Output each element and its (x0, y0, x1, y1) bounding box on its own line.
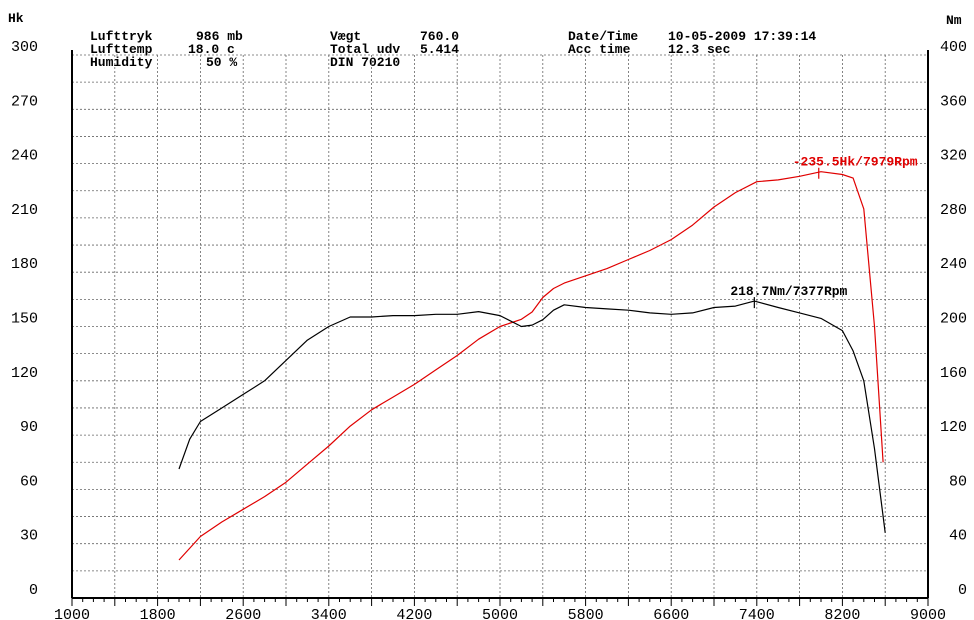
y-tick-label-right: 160 (940, 365, 967, 382)
x-tick-label: 8200 (824, 607, 860, 620)
y-tick-label-right: 40 (949, 528, 967, 545)
y-tick-label-left: 240 (11, 148, 38, 165)
din-label: DIN 70210 (330, 55, 400, 70)
series-lines (178, 171, 886, 561)
x-tick-label: 1800 (140, 607, 176, 620)
x-tick-label: 6600 (653, 607, 689, 620)
y-tick-label-right: 120 (940, 419, 967, 436)
axes (71, 50, 929, 606)
humidity-value: 50 % (206, 55, 237, 70)
header-info: Lufttryk 986 mb Lufttemp 18.0 c Humidity… (90, 29, 816, 70)
peak-label: -235.5Hk/7979Rpm (793, 155, 918, 170)
x-tick-label: 5000 (482, 607, 518, 620)
y-tick-label-left: 30 (20, 528, 38, 545)
peak-annotations: -235.5Hk/7979Rpm 218.7Nm/7377Rpm (730, 155, 918, 309)
acctime-value: 12.3 sec (668, 42, 731, 57)
lufttryk-label: Lufttryk (90, 29, 153, 44)
x-tick-label: 2600 (225, 607, 261, 620)
x-tick-label: 1000 (54, 607, 90, 620)
y-tick-label-left: 60 (20, 473, 38, 490)
y-tick-label-right: 0 (958, 582, 967, 599)
y-tick-label-left: 0 (29, 582, 38, 599)
x-tick-label: 3400 (311, 607, 347, 620)
lufttemp-value: 18.0 c (188, 42, 235, 57)
tick-labels: 1000 1800 2600 3400 4200 5000 5800 6600 7400 8200… (11, 39, 967, 620)
y-tick-label-left: 300 (11, 39, 38, 56)
y-tick-label-right: 360 (940, 93, 967, 110)
x-tick-label: 5800 (568, 607, 604, 620)
y-axis-right-title: Nm (946, 13, 962, 28)
y-tick-label-right: 80 (949, 473, 967, 490)
y-tick-label-left: 180 (11, 256, 38, 273)
y-tick-label-left: 90 (20, 419, 38, 436)
y-axis-left-title: Hk (8, 11, 24, 26)
datetime-label: Date/Time (568, 29, 638, 44)
vaegt-label: Vægt (330, 29, 361, 44)
x-tick-label: 4200 (396, 607, 432, 620)
acctime-label: Acc time (568, 42, 631, 57)
y-tick-label-right: 280 (940, 202, 967, 219)
total-udv-label: Total udv (330, 42, 400, 57)
y-tick-label-right: 320 (940, 148, 967, 165)
humidity-label: Humidity (90, 55, 153, 70)
series-line-nm (178, 300, 886, 533)
y-tick-label-left: 150 (11, 311, 38, 328)
lufttryk-value: 986 mb (196, 29, 243, 44)
peak-label: 218.7Nm/7377Rpm (730, 284, 847, 299)
total-udv-value: 5.414 (420, 42, 459, 57)
series-line-hk (178, 171, 884, 561)
lufttemp-label: Lufttemp (90, 42, 153, 57)
y-tick-label-right: 200 (940, 311, 967, 328)
datetime-value: 10-05-2009 17:39:14 (668, 29, 816, 44)
y-tick-label-right: 240 (940, 256, 967, 273)
y-tick-label-left: 210 (11, 202, 38, 219)
y-tick-label-right: 400 (940, 39, 967, 56)
x-tick-label: 7400 (739, 607, 775, 620)
x-tick-label: 9000 (910, 607, 946, 620)
grid-lines (72, 54, 928, 598)
vaegt-value: 760.0 (420, 29, 459, 44)
y-tick-label-left: 120 (11, 365, 38, 382)
y-tick-label-left: 270 (11, 93, 38, 110)
